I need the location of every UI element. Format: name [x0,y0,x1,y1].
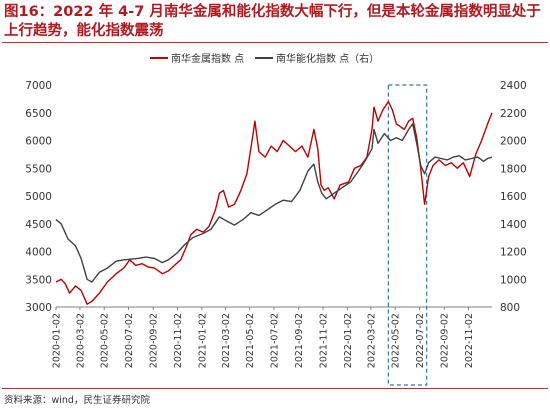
y-left-tick-label: 3000 [25,302,52,314]
legend-label: 南华金属指数 点 [171,52,244,65]
y-left-tick-label: 5000 [25,191,52,203]
x-tick-label: 2020-05-02 [100,313,111,368]
chart-plot-area [55,84,493,386]
x-tick-label: 2022-01-02 [343,313,354,368]
x-tick-label: 2022-03-02 [366,313,377,368]
x-tick-label: 2021-05-02 [245,313,256,368]
x-tick-label: 2021-01-02 [197,313,208,368]
x-tick-label: 2022-11-02 [464,313,475,368]
y-left-tick-label: 7000 [25,80,52,92]
y-left-tick-label: 4500 [25,219,52,231]
y-left-tick-label: 6500 [25,108,52,120]
x-tick-label: 2021-03-02 [221,313,232,368]
legend-label: 南华能化指数 点（右） [276,52,379,65]
x-tick-label: 2021-11-02 [319,313,330,368]
x-tick-label: 2021-09-02 [294,313,305,368]
y-right-tick-label: 2400 [500,80,527,92]
y-left-tick-label: 6000 [25,136,52,148]
x-tick-label: 2020-01-02 [52,313,63,368]
chart-title: 图16：2022 年 4-7 月南华金属和能化指数大幅下行，但是本轮金属指数明显… [4,4,541,39]
y-right-tick-label: 1000 [500,274,527,286]
y-right-tick-label: 1400 [500,219,527,231]
x-tick-label: 2022-05-02 [391,313,402,368]
y-left-tick-label: 4000 [25,247,52,259]
x-tick-label: 2021-07-02 [270,313,281,368]
x-tick-label: 2022-07-02 [415,313,426,368]
y-right-tick-label: 800 [500,302,520,314]
chart-legend: 南华金属指数 点 南华能化指数 点（右） [150,52,379,65]
x-tick-label: 2020-03-02 [75,313,86,368]
y-right-tick-label: 1800 [500,163,527,175]
x-tick-label: 2022-09-02 [440,313,451,368]
title-divider [2,42,548,43]
x-tick-label: 2020-09-02 [149,313,160,368]
highlight-box [387,84,428,386]
x-tick-label: 2020-07-02 [124,313,135,368]
y-right-tick-label: 2000 [500,136,527,148]
y-right-tick-label: 1200 [500,247,527,259]
series-line-energy-chemicals [55,123,493,283]
y-right-tick-label: 1600 [500,191,527,203]
source-note: 资料来源：wind，民生证券研究院 [4,395,150,406]
y-left-tick-label: 5500 [25,163,52,175]
chart-axes: 3000 3500 4000 4500 5000 5500 6000 6500 7000 800 1… [25,80,526,368]
footer-divider [2,388,548,389]
y-left-tick-label: 3500 [25,274,52,286]
y-right-tick-label: 2200 [500,108,527,120]
x-tick-label: 2020-11-02 [173,313,184,368]
